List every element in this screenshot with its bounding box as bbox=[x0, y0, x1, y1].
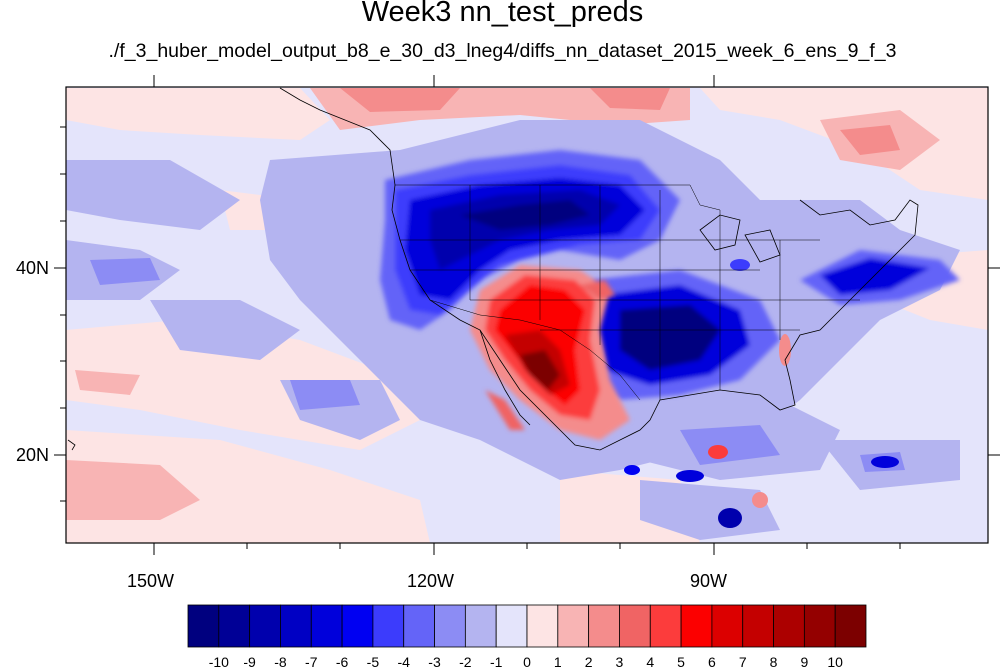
negative-2-regions bbox=[90, 258, 905, 472]
colorbar-tick-label: 7 bbox=[738, 654, 747, 670]
colorbar-tick-label: 8 bbox=[769, 654, 778, 670]
colorbar-swatch bbox=[773, 604, 805, 648]
colorbar-tick-label: 5 bbox=[677, 654, 685, 670]
small-anomaly-blobs bbox=[624, 259, 899, 528]
map-subtitle: ./f_3_huber_model_output_b8_e_30_d3_lneg… bbox=[108, 40, 897, 62]
lat-label-40n: 40N bbox=[16, 258, 50, 278]
colorbar-tick-label: 2 bbox=[584, 654, 593, 670]
colorbar-swatch bbox=[372, 604, 405, 648]
colorbar-swatch bbox=[187, 604, 220, 648]
colorbar-tick-label: 9 bbox=[800, 654, 809, 670]
colorbar-swatch bbox=[588, 604, 620, 648]
colorbar-swatch bbox=[619, 604, 651, 648]
colorbar-swatch bbox=[249, 604, 281, 648]
colorbar-tick-label: -7 bbox=[305, 654, 318, 670]
colorbar-swatch bbox=[680, 604, 713, 648]
colorbar-swatch bbox=[557, 604, 590, 648]
colorbar-tick-label: 0 bbox=[523, 654, 531, 670]
colorbar bbox=[187, 604, 867, 648]
lon-ticks bbox=[153, 75, 901, 555]
colorbar-swatch bbox=[464, 604, 497, 648]
colorbar-tick-label: -10 bbox=[208, 654, 229, 670]
colorbar-tick-label: 4 bbox=[646, 654, 655, 670]
strong-positive-regions bbox=[470, 265, 630, 440]
colorbar-swatch bbox=[495, 604, 528, 648]
colorbar-swatch bbox=[403, 604, 435, 648]
lon-label-90w: 90W bbox=[690, 571, 728, 591]
coastlines bbox=[67, 87, 919, 451]
lat-ticks bbox=[54, 126, 1000, 502]
colorbar-swatch bbox=[834, 604, 867, 648]
colorbar-tick-label: -1 bbox=[489, 654, 503, 670]
strong-negative-regions-south bbox=[580, 270, 780, 400]
positive-2-regions bbox=[340, 88, 900, 155]
borders bbox=[395, 184, 860, 401]
plot-frame bbox=[54, 75, 1000, 555]
colorbar-tick-label: -5 bbox=[366, 654, 380, 670]
colorbar-swatch bbox=[649, 604, 682, 648]
lat-label-20n: 20N bbox=[16, 445, 50, 465]
colorbar-tick-label: -6 bbox=[335, 654, 349, 670]
colorbar-swatch bbox=[742, 604, 774, 648]
lon-label-120w: 120W bbox=[407, 571, 455, 591]
colorbar-tick-label: 3 bbox=[615, 654, 624, 670]
colorbar-swatch bbox=[280, 604, 312, 648]
colorbar-tick-label: -2 bbox=[459, 654, 472, 670]
colorbar-swatch bbox=[803, 604, 836, 648]
colorbar-tick-label: -9 bbox=[243, 654, 256, 670]
colorbar-tick-label: -3 bbox=[428, 654, 441, 670]
colorbar-swatch bbox=[218, 604, 251, 648]
colorbar-tick-label: 6 bbox=[708, 654, 716, 670]
colorbar-swatch bbox=[526, 604, 559, 648]
colorbar-tick-label: -4 bbox=[397, 654, 410, 670]
colorbar-tick-label: 1 bbox=[553, 654, 562, 670]
lon-label-150w: 150W bbox=[127, 571, 175, 591]
map-title: Week3 nn_test_preds bbox=[361, 0, 644, 28]
anomaly-field bbox=[66, 87, 988, 543]
northeast-negative bbox=[800, 250, 960, 305]
colorbar-swatch bbox=[310, 604, 343, 648]
colorbar-swatch bbox=[711, 604, 744, 648]
colorbar-swatch bbox=[341, 604, 374, 648]
colorbar-tick-label: 10 bbox=[827, 654, 843, 670]
colorbar-swatch bbox=[434, 604, 466, 648]
colorbar-tick-label: -8 bbox=[274, 654, 287, 670]
